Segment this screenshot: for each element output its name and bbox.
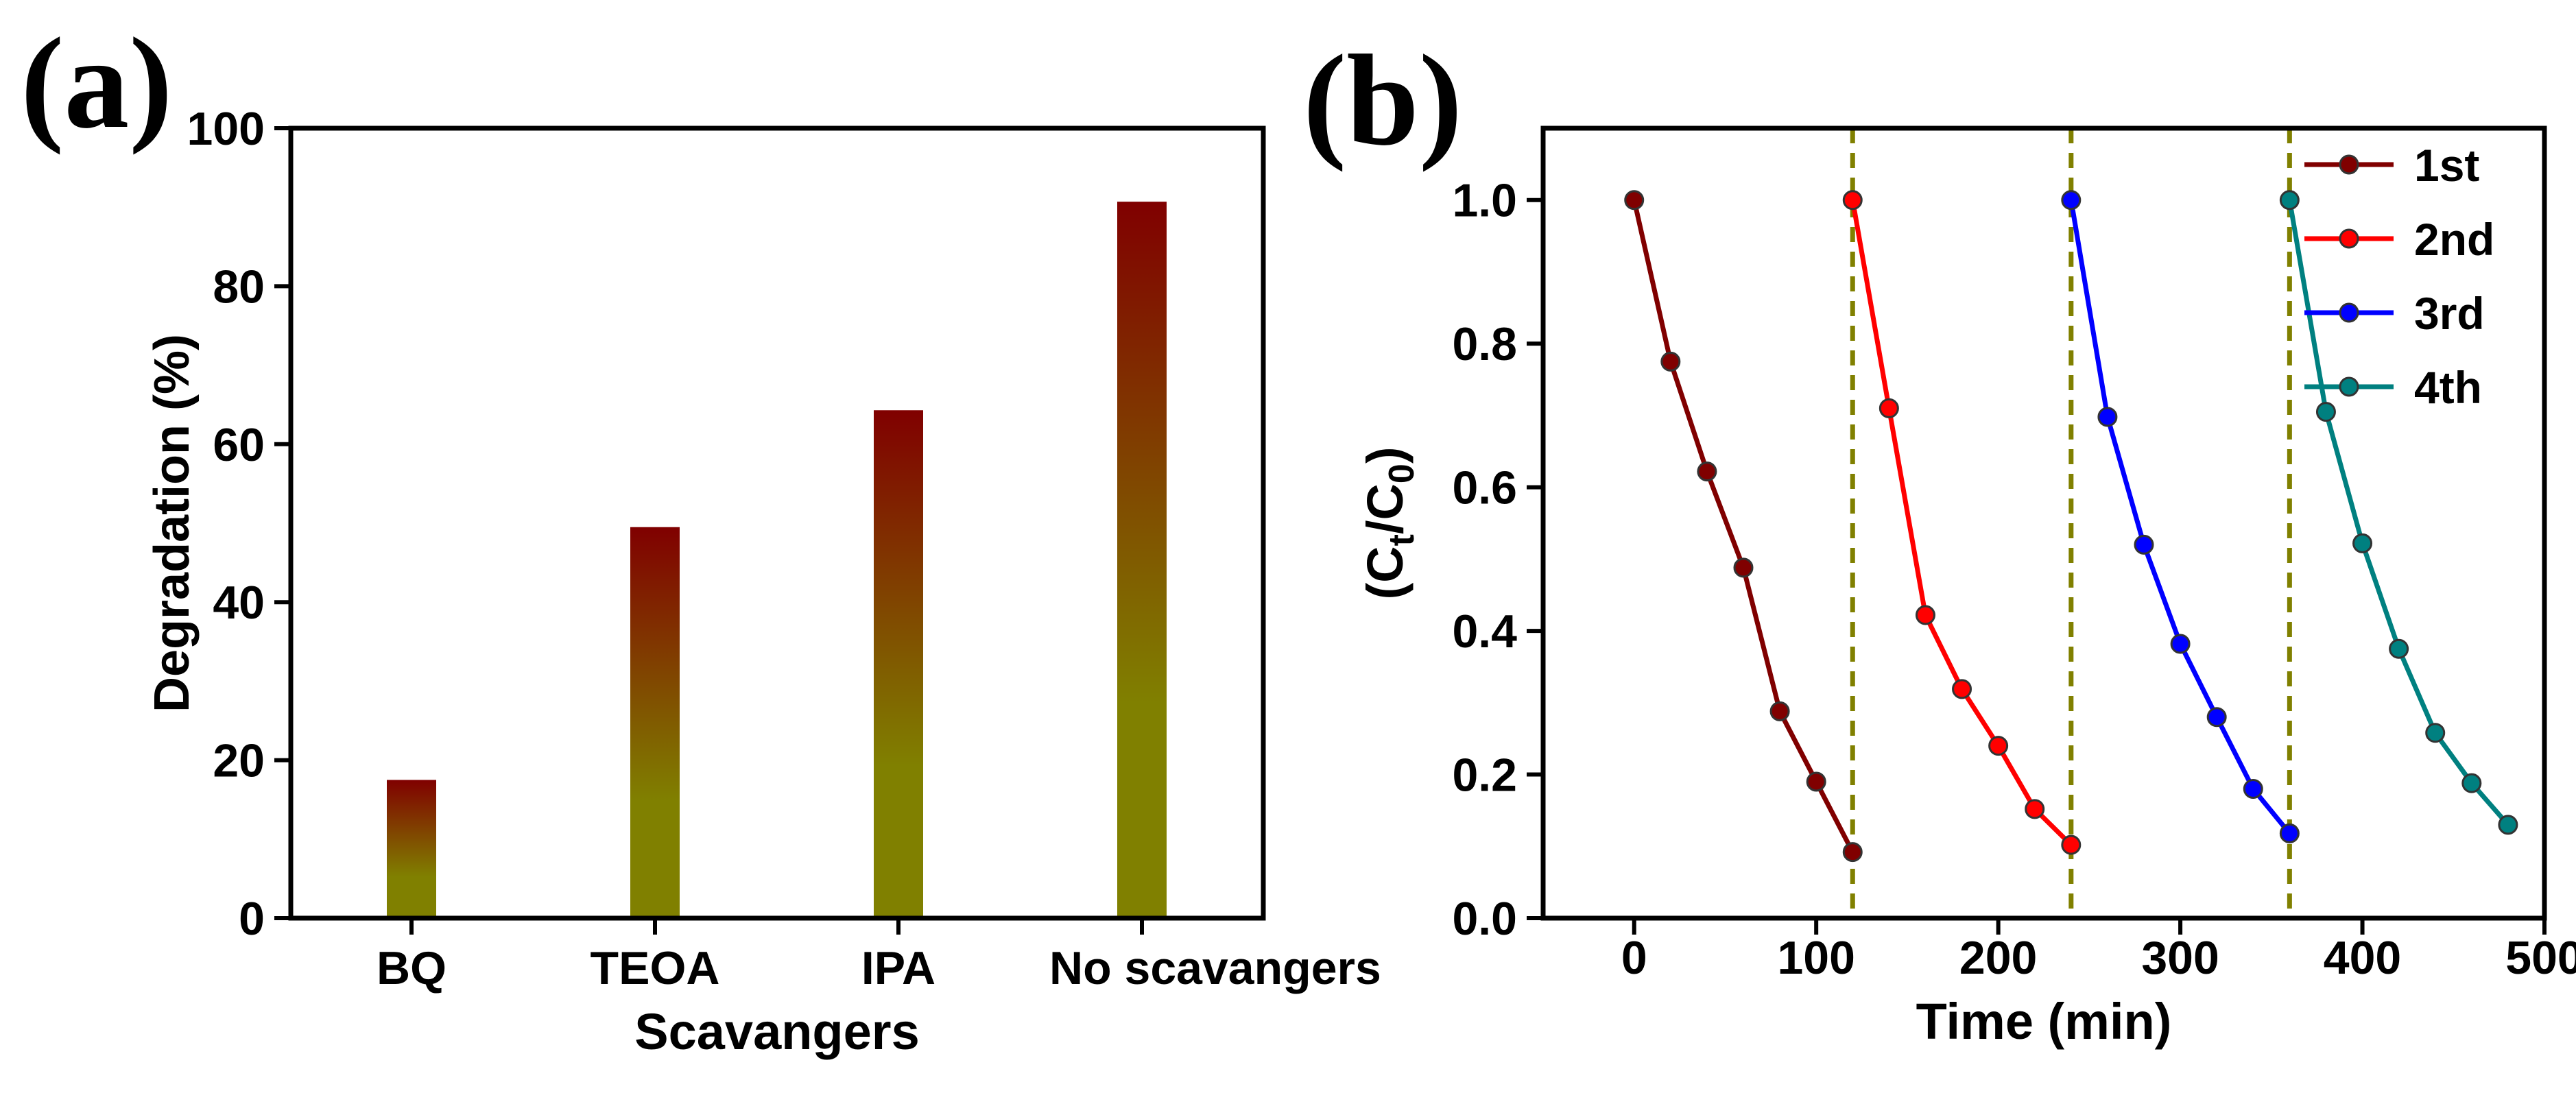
x-tick-label: 0 bbox=[1621, 932, 1647, 984]
bar-group bbox=[387, 202, 1167, 918]
data-point bbox=[1697, 461, 1717, 482]
series-line-3rd bbox=[2068, 200, 2292, 835]
data-point bbox=[2134, 534, 2154, 555]
legend: 1st 2nd 3rd 4th bbox=[2304, 140, 2494, 413]
x-tick-label: 100 bbox=[1777, 932, 1855, 984]
legend-label: 2nd bbox=[2414, 214, 2494, 265]
data-point bbox=[2061, 834, 2082, 855]
data-point bbox=[1733, 557, 1754, 578]
legend-swatch-marker bbox=[2339, 302, 2359, 323]
plot-frame-b bbox=[1540, 125, 2547, 921]
data-point bbox=[1842, 842, 1863, 863]
cycle-separator-lines bbox=[1850, 128, 2292, 918]
y-label-part: /C bbox=[1357, 483, 1414, 534]
x-tick-label: TEOA bbox=[591, 942, 720, 994]
y-tick-label: 0.6 bbox=[1452, 462, 1517, 514]
x-tick-label: No scavangers bbox=[1049, 942, 1381, 994]
y-axis-ticks-b: 0.0 0.2 0.4 0.6 0.8 1.0 bbox=[1452, 175, 1543, 945]
y-label-part: ) bbox=[1357, 447, 1414, 464]
y-label-part: (C bbox=[1357, 546, 1414, 599]
data-point bbox=[2061, 190, 2082, 211]
series-group bbox=[1624, 190, 2518, 863]
data-point bbox=[1624, 190, 1645, 211]
x-tick-label: 200 bbox=[1959, 932, 2037, 984]
y-tick-label: 0 bbox=[239, 893, 265, 945]
data-point bbox=[2279, 823, 2300, 843]
data-point bbox=[2097, 407, 2118, 427]
data-point bbox=[2498, 815, 2518, 835]
plot-frame-a bbox=[288, 125, 1266, 921]
x-axis-label-a: Scavangers bbox=[634, 1003, 920, 1060]
bar-no-scavangers bbox=[1117, 202, 1167, 918]
series-4th bbox=[2279, 190, 2518, 835]
x-tick-label: 300 bbox=[2141, 932, 2219, 984]
panel-label-a: (a) bbox=[21, 12, 173, 156]
x-axis-ticks-a: BQ TEOA IPA No scavangers bbox=[377, 918, 1381, 994]
bar-ipa bbox=[874, 410, 923, 918]
series-3rd bbox=[2061, 190, 2300, 843]
panel-label-b: (b) bbox=[1303, 29, 1462, 173]
bar-bq bbox=[387, 780, 436, 918]
legend-swatch-marker bbox=[2339, 154, 2359, 175]
line-chart-panel: (b) 0.00.20.40.60.81.0 0 100 200 300 400 500 … bbox=[1303, 29, 2576, 1050]
data-point bbox=[2425, 723, 2446, 743]
y-tick-label: 0.4 bbox=[1452, 605, 1517, 658]
bar-teoa bbox=[630, 527, 680, 918]
data-point bbox=[1915, 605, 1935, 625]
x-tick-label: 400 bbox=[2324, 932, 2401, 984]
data-point bbox=[2243, 778, 2263, 799]
series-2nd bbox=[1842, 190, 2082, 855]
y-tick-label: 100 bbox=[187, 103, 265, 155]
legend-label: 4th bbox=[2414, 362, 2482, 413]
series-1st bbox=[1624, 190, 1863, 863]
y-axis-ticks-a: 0 20 40 60 80 100 bbox=[187, 103, 291, 945]
y-tick-label: 80 bbox=[213, 261, 265, 313]
legend-label: 3rd bbox=[2414, 288, 2485, 339]
x-axis-ticks-b: 0 100 200 300 400 500 bbox=[1621, 918, 2576, 984]
legend-swatch-marker bbox=[2339, 228, 2359, 249]
data-point bbox=[1952, 679, 1972, 699]
x-tick-label: BQ bbox=[377, 942, 446, 994]
data-point bbox=[2315, 402, 2336, 422]
y-axis-label-b: (Ct/C0) bbox=[1357, 447, 1422, 600]
y-tick-label: 0.2 bbox=[1452, 749, 1517, 802]
x-tick-label: 500 bbox=[2505, 932, 2576, 984]
data-point bbox=[2279, 190, 2300, 211]
y-tick-label: 40 bbox=[213, 577, 265, 629]
legend-item-2nd: 2nd bbox=[2304, 214, 2494, 265]
data-point bbox=[1879, 398, 1899, 418]
data-point bbox=[2206, 707, 2227, 728]
data-point bbox=[2461, 773, 2482, 793]
data-point bbox=[1660, 351, 1681, 372]
legend-item-3rd: 3rd bbox=[2304, 288, 2485, 339]
series-line-2nd bbox=[1850, 200, 2073, 847]
y-tick-label: 1.0 bbox=[1452, 175, 1517, 227]
y-label-sub-t: t bbox=[1382, 534, 1422, 546]
data-point bbox=[2389, 638, 2409, 659]
y-label-sub-0: 0 bbox=[1382, 464, 1422, 483]
legend-label: 1st bbox=[2414, 140, 2479, 191]
data-point bbox=[1769, 701, 1790, 721]
legend-swatch-marker bbox=[2339, 376, 2359, 397]
data-point bbox=[1988, 736, 2009, 756]
y-tick-label: 60 bbox=[213, 419, 265, 471]
y-tick-label: 20 bbox=[213, 735, 265, 787]
y-axis-label-a: Degradation (%) bbox=[145, 334, 200, 712]
data-point bbox=[2352, 533, 2373, 553]
data-point bbox=[1806, 771, 1826, 792]
data-point bbox=[1842, 190, 1863, 211]
data-point bbox=[2025, 799, 2045, 819]
x-axis-label-b: Time (min) bbox=[1916, 993, 2172, 1050]
legend-item-4th: 4th bbox=[2304, 362, 2482, 413]
series-line-1st bbox=[1632, 199, 1855, 854]
y-tick-label: 0.0 bbox=[1452, 893, 1517, 945]
legend-item-1st: 1st bbox=[2304, 140, 2479, 191]
x-tick-label: IPA bbox=[861, 942, 935, 994]
y-tick-label: 0.8 bbox=[1452, 318, 1517, 370]
data-point bbox=[2170, 634, 2191, 654]
